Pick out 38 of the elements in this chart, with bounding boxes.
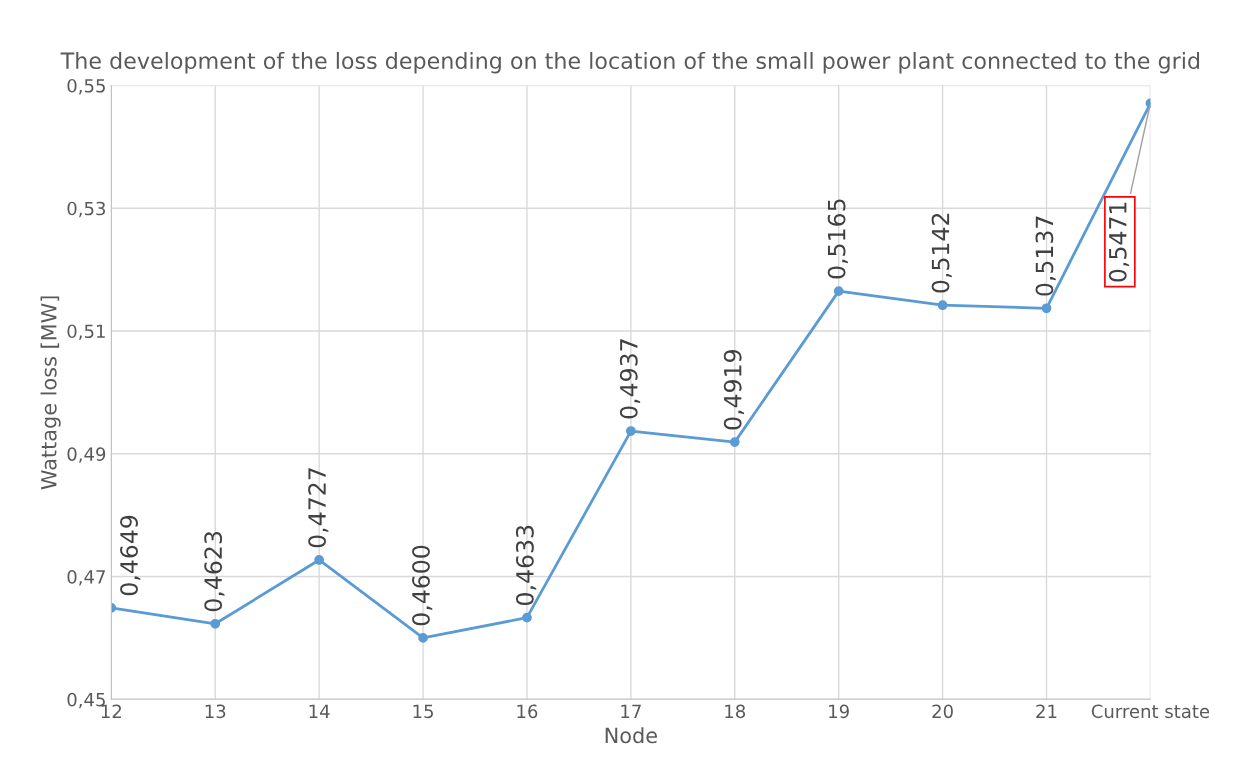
y-tick-label: 0,47: [67, 569, 105, 586]
x-tick-label: 15: [413, 704, 433, 719]
x-tick-label: 14: [309, 704, 330, 718]
data-label: 0,4600: [412, 545, 433, 626]
x-tick-label: 13: [205, 704, 226, 719]
x-tick-label: 18: [725, 704, 746, 719]
data-label: 0,5165: [827, 199, 848, 279]
x-tick-label: 16: [517, 704, 538, 719]
x-tick-label: 21: [1036, 704, 1057, 718]
data-label: 0,4937: [619, 339, 641, 419]
point: [833, 286, 844, 296]
data-label: 0,4919: [723, 350, 745, 430]
data-label: 0,4727: [308, 468, 329, 548]
data-label: 0,5137: [1035, 216, 1056, 296]
y-tick-label: 0,51: [67, 324, 105, 340]
point: [418, 633, 428, 643]
point: [937, 300, 948, 311]
data-label: 0,5471: [1108, 202, 1130, 282]
data-label: 0,4649: [120, 515, 141, 596]
x-tick-label: Current state: [1091, 704, 1210, 719]
y-tick-label: 0,55: [67, 78, 105, 95]
x-tick-label: 17: [621, 704, 641, 718]
y-axis-title: Wattage loss [MW]: [40, 296, 61, 490]
x-axis-title: Node: [605, 727, 657, 744]
data-label: 0,4623: [204, 531, 225, 612]
point: [1041, 303, 1052, 314]
x-tick-label: 20: [932, 704, 953, 719]
point: [210, 618, 221, 629]
point: [522, 612, 532, 623]
x-tick-label: 19: [829, 704, 849, 719]
chart-title: The development of the loss depending on the location of the small power plant connected to the grid: [60, 51, 1200, 74]
y-tick-label: 0,49: [67, 447, 106, 463]
y-tick-label: 0,53: [67, 201, 106, 218]
point: [314, 555, 325, 565]
point: [626, 426, 636, 436]
data-label: 0,4633: [515, 525, 537, 605]
data-label: 0,5142: [931, 213, 952, 293]
point: [729, 437, 740, 447]
